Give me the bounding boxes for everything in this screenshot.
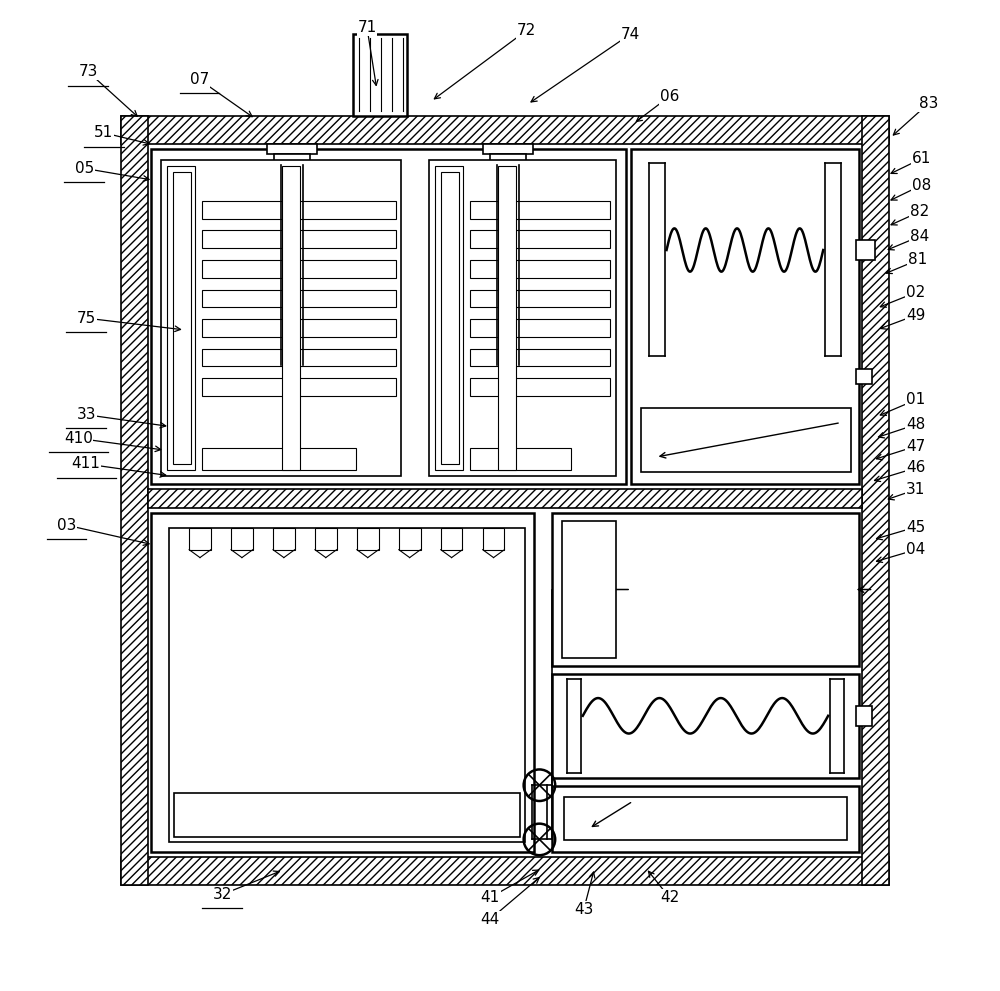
Text: 01: 01 [906, 392, 925, 407]
Bar [357, 528, 379, 550]
Bar [202, 201, 396, 219]
Text: 31: 31 [906, 482, 926, 497]
Bar [151, 513, 534, 852]
Bar [856, 706, 872, 725]
Text: 48: 48 [906, 417, 925, 432]
Bar [862, 116, 889, 885]
Text: 02: 02 [906, 285, 925, 300]
Bar [470, 289, 610, 307]
Bar [552, 786, 859, 852]
Bar [470, 319, 610, 337]
Bar [267, 144, 317, 154]
Text: 43: 43 [574, 902, 593, 917]
Bar [161, 161, 401, 476]
Bar [399, 528, 421, 550]
Text: 83: 83 [919, 96, 938, 111]
Bar [552, 674, 859, 778]
Bar [435, 166, 463, 470]
Bar [856, 369, 872, 385]
Bar [189, 528, 211, 550]
Bar [202, 349, 396, 367]
Bar [121, 116, 889, 144]
Bar [231, 528, 253, 550]
Bar [121, 857, 889, 885]
Bar [562, 521, 616, 658]
Text: 74: 74 [620, 27, 640, 42]
Text: 05: 05 [75, 161, 94, 175]
Bar [641, 407, 851, 472]
Text: 47: 47 [906, 439, 925, 454]
Text: 45: 45 [906, 519, 925, 534]
Bar [169, 528, 525, 842]
Text: 42: 42 [660, 890, 679, 905]
Text: 410: 410 [64, 431, 93, 446]
Bar [441, 172, 459, 464]
Bar [148, 489, 862, 508]
Bar [273, 528, 295, 550]
Bar [483, 528, 504, 550]
Text: 32: 32 [212, 887, 232, 902]
Text: 03: 03 [57, 517, 76, 532]
Text: 75: 75 [76, 310, 96, 326]
Text: 411: 411 [72, 457, 101, 472]
Bar [274, 154, 310, 165]
Text: 49: 49 [906, 307, 926, 323]
Text: 06: 06 [660, 89, 679, 104]
Text: 04: 04 [906, 542, 925, 557]
Text: 71: 71 [357, 20, 377, 35]
Bar [470, 448, 571, 470]
Bar [315, 528, 337, 550]
Bar [202, 260, 396, 277]
Bar [490, 154, 526, 165]
Text: 07: 07 [190, 72, 209, 87]
Text: 73: 73 [78, 64, 98, 79]
Bar [856, 240, 875, 260]
Bar [151, 149, 626, 484]
Bar [564, 798, 847, 840]
Text: 84: 84 [910, 229, 929, 244]
Text: 82: 82 [910, 204, 929, 219]
Bar [174, 793, 520, 837]
Text: 51: 51 [94, 125, 113, 141]
Bar [441, 528, 462, 550]
Bar [202, 289, 396, 307]
Text: 44: 44 [481, 912, 500, 927]
Text: 61: 61 [912, 151, 931, 165]
Text: 46: 46 [906, 461, 926, 476]
Bar [202, 379, 396, 396]
Bar [470, 231, 610, 248]
Bar [173, 172, 191, 464]
Bar [167, 166, 195, 470]
Text: 08: 08 [912, 177, 931, 192]
Bar [498, 166, 516, 470]
Bar [470, 201, 610, 219]
Bar [353, 35, 407, 116]
Bar [483, 144, 533, 154]
Bar [121, 116, 148, 885]
Bar [202, 448, 356, 470]
Bar [631, 149, 859, 484]
Text: 72: 72 [517, 23, 536, 38]
Bar [282, 166, 300, 470]
Text: 81: 81 [908, 253, 927, 268]
Text: 33: 33 [76, 407, 96, 422]
Text: 41: 41 [481, 890, 500, 905]
Bar [470, 349, 610, 367]
Bar [202, 231, 396, 248]
Bar [470, 379, 610, 396]
Bar [470, 260, 610, 277]
Bar [202, 319, 396, 337]
Bar [552, 513, 859, 666]
Bar [429, 161, 616, 476]
